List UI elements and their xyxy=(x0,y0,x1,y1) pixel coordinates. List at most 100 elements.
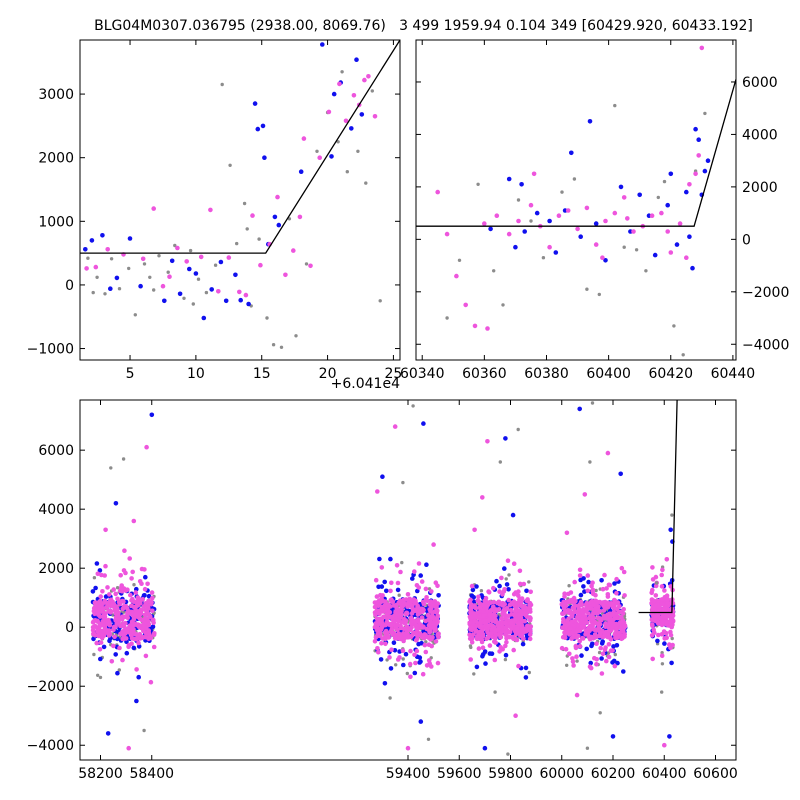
data-point-pink xyxy=(431,625,436,631)
data-point-pink xyxy=(125,615,130,620)
data-point-pink xyxy=(111,587,116,592)
data-point-pink xyxy=(378,621,383,627)
data-point-blue xyxy=(424,562,429,567)
data-point-pink xyxy=(142,612,148,617)
data-point-pink xyxy=(473,619,479,625)
data-point-blue xyxy=(108,286,113,292)
data-point-pink xyxy=(412,652,417,658)
y-tick-label: 0 xyxy=(65,278,74,294)
data-point-pink xyxy=(151,206,156,211)
data-point-pink xyxy=(130,569,135,575)
data-point-blue xyxy=(218,259,224,265)
data-point-outlier xyxy=(668,527,673,533)
data-point-blue xyxy=(674,242,680,247)
data-point-outlier xyxy=(480,495,485,500)
data-point-blue xyxy=(93,585,98,591)
data-point-pink xyxy=(511,561,517,566)
panel-top-left-frame xyxy=(79,39,401,361)
data-point-pink xyxy=(136,635,142,640)
data-point-pink xyxy=(467,599,472,604)
data-point-blue xyxy=(94,561,100,566)
data-point-blue xyxy=(668,171,674,177)
data-point-outlier xyxy=(662,742,667,748)
model-line xyxy=(416,79,736,227)
data-point-pink xyxy=(377,617,383,623)
y-tick-label: −4000 xyxy=(27,738,74,754)
data-point-blue xyxy=(382,579,388,585)
data-point-pink xyxy=(662,636,667,641)
data-point-pink xyxy=(589,622,595,628)
x-tick-label: 5 xyxy=(126,366,135,382)
data-point-pink xyxy=(579,602,584,608)
data-point-pink xyxy=(430,611,435,616)
data-point-grey xyxy=(400,560,404,565)
data-point-pink xyxy=(566,616,571,621)
data-point-pink xyxy=(198,254,204,260)
data-point-pink xyxy=(506,597,512,603)
data-point-pink xyxy=(397,600,402,606)
data-point-pink xyxy=(519,596,525,601)
data-point-pink xyxy=(473,628,479,634)
data-point-pink xyxy=(467,636,473,641)
data-point-blue xyxy=(415,588,420,594)
data-point-grey xyxy=(196,277,201,281)
y-tick-label: −2000 xyxy=(742,285,789,301)
data-point-outlier xyxy=(405,745,411,751)
data-point-pink xyxy=(127,556,132,561)
data-point-pink xyxy=(600,651,606,657)
data-point-pink xyxy=(484,604,490,609)
data-point-grey xyxy=(152,288,156,292)
data-point-pink xyxy=(175,245,180,251)
data-point-pink xyxy=(664,614,669,620)
data-point-pink xyxy=(435,660,441,666)
data-point-pink xyxy=(399,607,405,612)
data-point-pink xyxy=(106,608,112,614)
data-point-pink xyxy=(472,611,478,616)
data-point-pink xyxy=(122,548,127,553)
data-point-grey xyxy=(507,573,511,577)
data-point-pink xyxy=(677,221,683,226)
data-point-pink xyxy=(485,326,490,331)
data-point-blue xyxy=(238,297,243,303)
data-point-grey xyxy=(670,636,674,641)
data-point-pink xyxy=(143,653,149,659)
data-point-pink xyxy=(559,645,565,651)
data-point-blue xyxy=(578,234,583,239)
data-point-pink xyxy=(423,649,429,655)
data-point-blue xyxy=(262,155,267,160)
data-point-blue xyxy=(693,126,698,132)
data-point-outlier xyxy=(485,439,490,444)
data-point-pink xyxy=(351,93,357,98)
data-point-pink xyxy=(528,589,533,595)
data-point-pink xyxy=(599,671,605,676)
data-point-grey xyxy=(503,657,508,662)
data-point-blue xyxy=(97,568,103,573)
data-point-pink xyxy=(622,593,627,598)
data-point-pink xyxy=(516,608,522,613)
data-point-pink xyxy=(598,630,603,636)
panel-top-right-frame xyxy=(415,39,737,361)
data-point-blue xyxy=(134,586,139,592)
data-point-pink xyxy=(653,593,659,598)
data-point-grey xyxy=(622,245,626,249)
data-point-pink xyxy=(598,617,603,622)
data-point-pink xyxy=(601,608,607,613)
data-point-pink xyxy=(122,636,128,641)
data-point-grey xyxy=(527,670,531,675)
panel-top-right-title: 3 499 1959.94 0.104 349 [60429.920, 6043… xyxy=(399,18,753,34)
data-point-pink xyxy=(521,636,526,641)
data-point-pink xyxy=(664,620,669,626)
data-point-grey xyxy=(279,345,284,349)
data-point-pink xyxy=(491,611,497,617)
data-point-pink xyxy=(659,621,665,626)
data-point-blue xyxy=(388,666,394,671)
x-tick-label: 60000 xyxy=(539,766,584,782)
data-point-outlier xyxy=(498,460,502,464)
data-point-blue xyxy=(392,648,398,653)
data-point-pink xyxy=(601,603,606,608)
data-point-pink xyxy=(584,205,590,211)
data-point-pink xyxy=(98,594,103,599)
data-point-pink xyxy=(428,614,434,620)
data-point-pink xyxy=(562,631,568,636)
data-point-pink xyxy=(556,213,562,218)
